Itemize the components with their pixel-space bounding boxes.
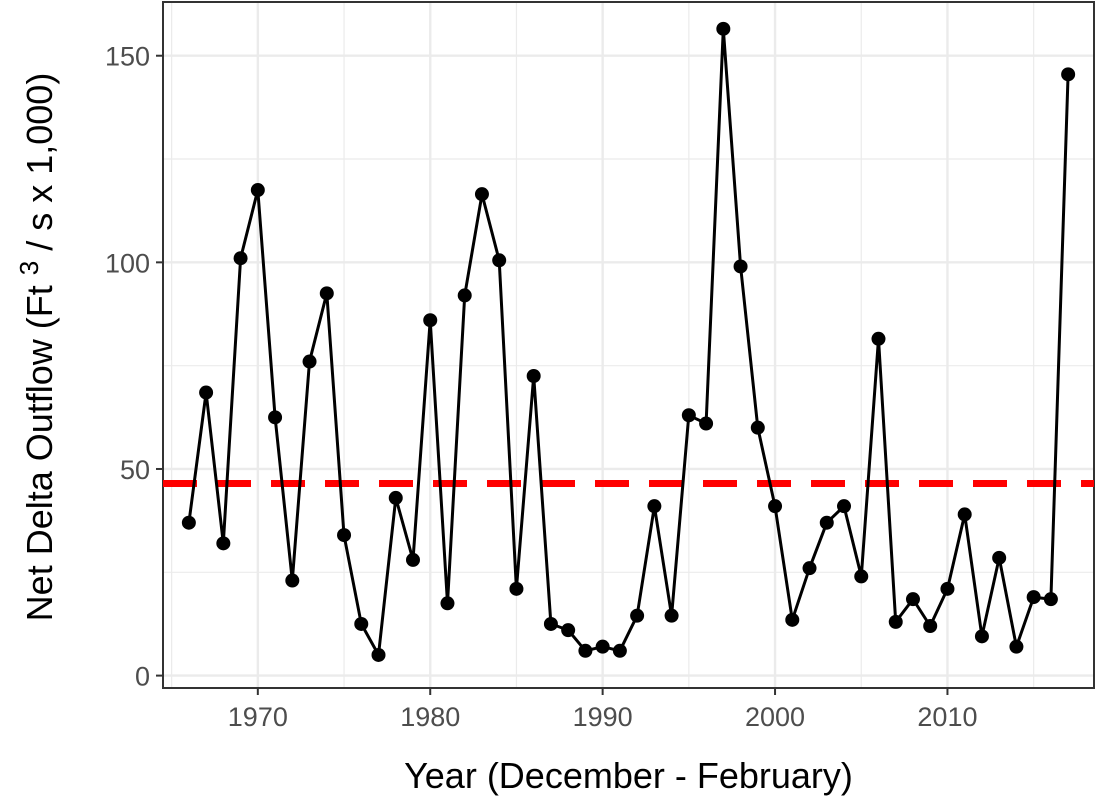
data-point [768, 499, 783, 514]
data-point [750, 420, 765, 435]
data-point [664, 608, 679, 623]
axis-ticks: 1970 1980 1990 2000 2010 0 50 100 150 [105, 42, 978, 732]
y-tick-label: 0 [135, 662, 150, 692]
data-point [561, 623, 576, 638]
data-point [905, 592, 920, 607]
data-point [302, 354, 317, 369]
x-tick-label: 2010 [917, 702, 977, 732]
y-tick-label: 150 [105, 42, 150, 72]
x-axis-title: Year (December - February) [404, 755, 853, 796]
data-point [974, 629, 989, 644]
data-point [854, 569, 869, 584]
data-point [595, 639, 610, 654]
data-point [957, 507, 972, 522]
data-point [405, 552, 420, 567]
data-point [923, 619, 938, 634]
data-point [940, 581, 955, 596]
data-point [423, 313, 438, 328]
plot-panel [162, 1, 1095, 689]
data-point [543, 616, 558, 631]
data-point [1043, 592, 1058, 607]
data-point [647, 499, 662, 514]
data-point [785, 612, 800, 627]
data-point [457, 288, 472, 303]
data-point [199, 385, 214, 400]
data-point [285, 573, 300, 588]
y-axis-title-superscript: 3 [14, 261, 44, 275]
x-tick-label: 1990 [573, 702, 633, 732]
data-point [440, 596, 455, 611]
data-point [716, 21, 731, 36]
data-point [492, 253, 507, 268]
data-point [526, 368, 541, 383]
data-point [250, 183, 265, 198]
x-tick-label: 1970 [228, 702, 288, 732]
data-point [733, 259, 748, 274]
data-point [388, 490, 403, 505]
data-point [681, 408, 696, 423]
data-point [612, 643, 627, 658]
data-point [992, 550, 1007, 565]
data-point [578, 643, 593, 658]
data-point [802, 561, 817, 576]
data-point [888, 614, 903, 629]
y-axis-title: Net Delta Outflow (Ft 3 / s x 1,000) [14, 73, 60, 622]
grid-lines [163, 2, 1094, 688]
data-point [319, 286, 334, 301]
data-point [181, 515, 196, 530]
data-point [509, 581, 524, 596]
data-point [354, 616, 369, 631]
data-point [630, 608, 645, 623]
data-point [268, 410, 283, 425]
data-point [1061, 67, 1076, 82]
series-line [187, 27, 1070, 657]
data-point [371, 647, 386, 662]
x-tick-label: 1980 [400, 702, 460, 732]
data-point [819, 515, 834, 530]
data-point [474, 187, 489, 202]
data-point [699, 416, 714, 431]
data-point [871, 331, 886, 346]
y-tick-label: 50 [120, 455, 150, 485]
data-point [837, 499, 852, 514]
y-axis-title-main: Net Delta Outflow (Ft [19, 285, 60, 621]
x-tick-label: 2000 [745, 702, 805, 732]
data-point [1009, 639, 1024, 654]
data-point [233, 251, 248, 266]
y-axis-title-units: / s x 1,000) [19, 73, 60, 261]
data-point [216, 536, 231, 551]
series-group [181, 21, 1076, 662]
data-point [337, 528, 352, 543]
data-point [1026, 590, 1041, 605]
y-tick-label: 100 [105, 248, 150, 278]
